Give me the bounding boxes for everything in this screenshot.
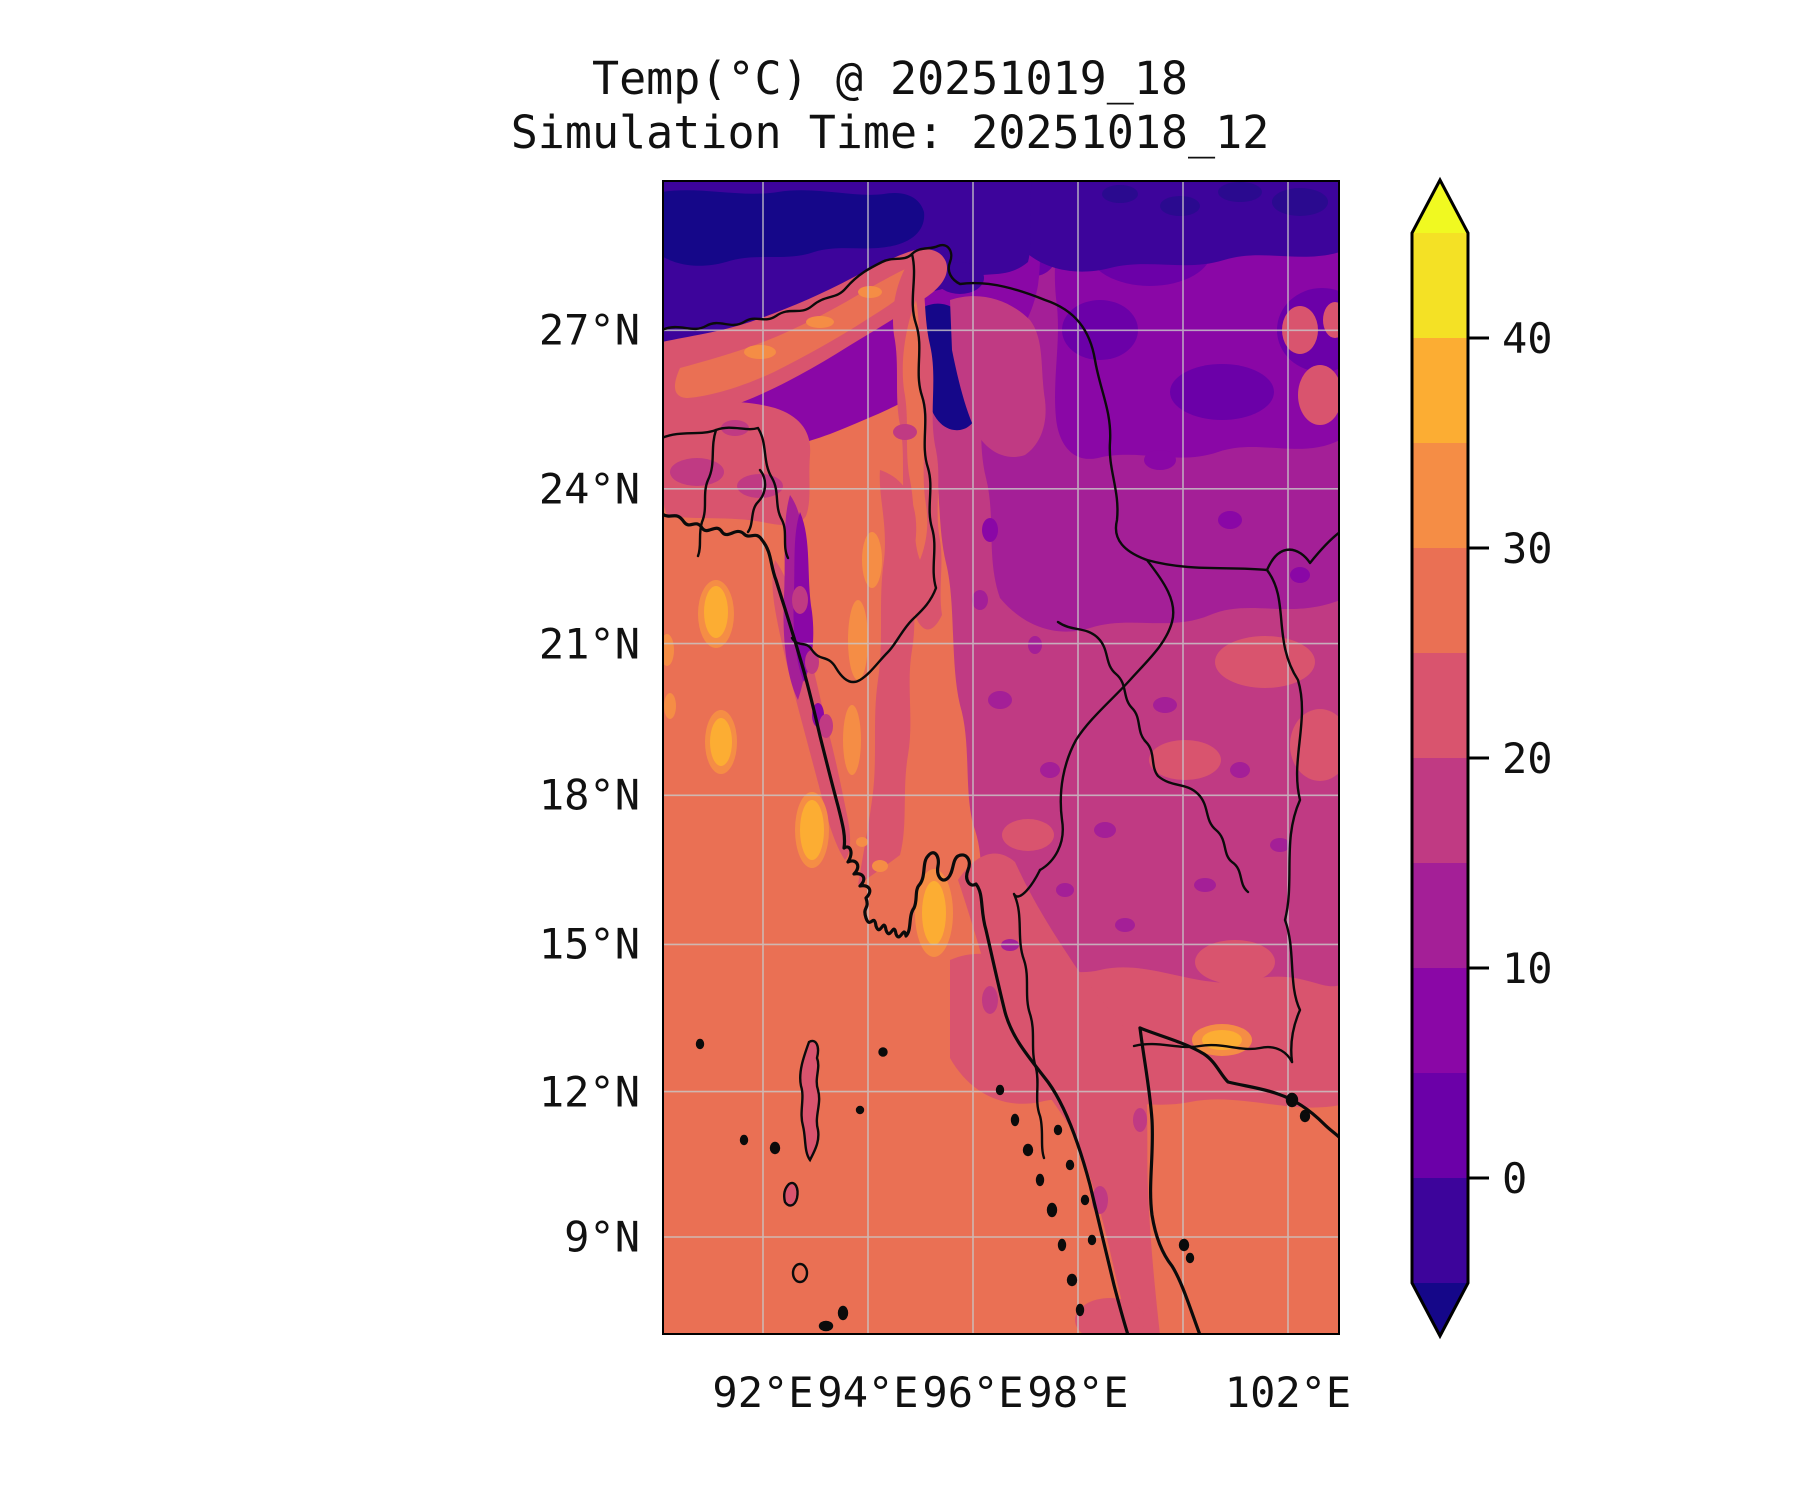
svg-text:10: 10: [1502, 944, 1553, 993]
lon-tick-label: 92°E: [712, 1368, 814, 1417]
svg-text:20: 20: [1502, 734, 1553, 783]
island-outlines: [695, 1038, 1311, 1332]
lat-tick-label: 15°N: [538, 919, 640, 969]
graticule-gridlines: [662, 180, 1340, 1335]
lat-tick-label: 27°N: [538, 305, 640, 355]
colorbar-segments: [1412, 233, 1468, 1283]
coastline-paths: [662, 512, 1340, 1335]
lon-tick-label: 94°E: [817, 1368, 919, 1417]
chart-title-line2: Simulation Time: 20251018_12: [510, 106, 1270, 159]
temperature-field: [662, 180, 1340, 1335]
temperature-map-canvas: [662, 180, 1340, 1335]
colorbar-extend-over-arrow: [1412, 180, 1468, 233]
colorbar-outline: [1410, 176, 1470, 1340]
colorbar-ticks: 40 30 20 10 0: [1468, 314, 1553, 1203]
lat-tick-label: 24°N: [538, 464, 640, 514]
lat-tick-label: 9°N: [564, 1212, 640, 1262]
colorbar-extend-under-arrow: [1412, 1283, 1468, 1336]
colorbar-canvas: 40 30 20 10 0: [1410, 176, 1553, 1340]
chart-title-line1: Temp(°C) @ 20251019_18: [591, 52, 1189, 105]
svg-text:40: 40: [1502, 314, 1553, 363]
lat-tick-label: 18°N: [538, 770, 640, 820]
lon-tick-label: 102°E: [1224, 1368, 1352, 1417]
lon-tick-label: 96°E: [922, 1368, 1024, 1417]
country-border-paths: [662, 243, 1340, 1160]
lat-tick-label: 21°N: [538, 619, 640, 669]
svg-text:0: 0: [1502, 1154, 1527, 1203]
svg-text:30: 30: [1502, 524, 1553, 573]
colorbar: 40 30 20 10 0: [1390, 160, 1650, 1360]
lat-tick-label: 12°N: [538, 1067, 640, 1117]
map-axes: [662, 180, 1340, 1335]
lon-tick-label: 98°E: [1027, 1368, 1129, 1417]
